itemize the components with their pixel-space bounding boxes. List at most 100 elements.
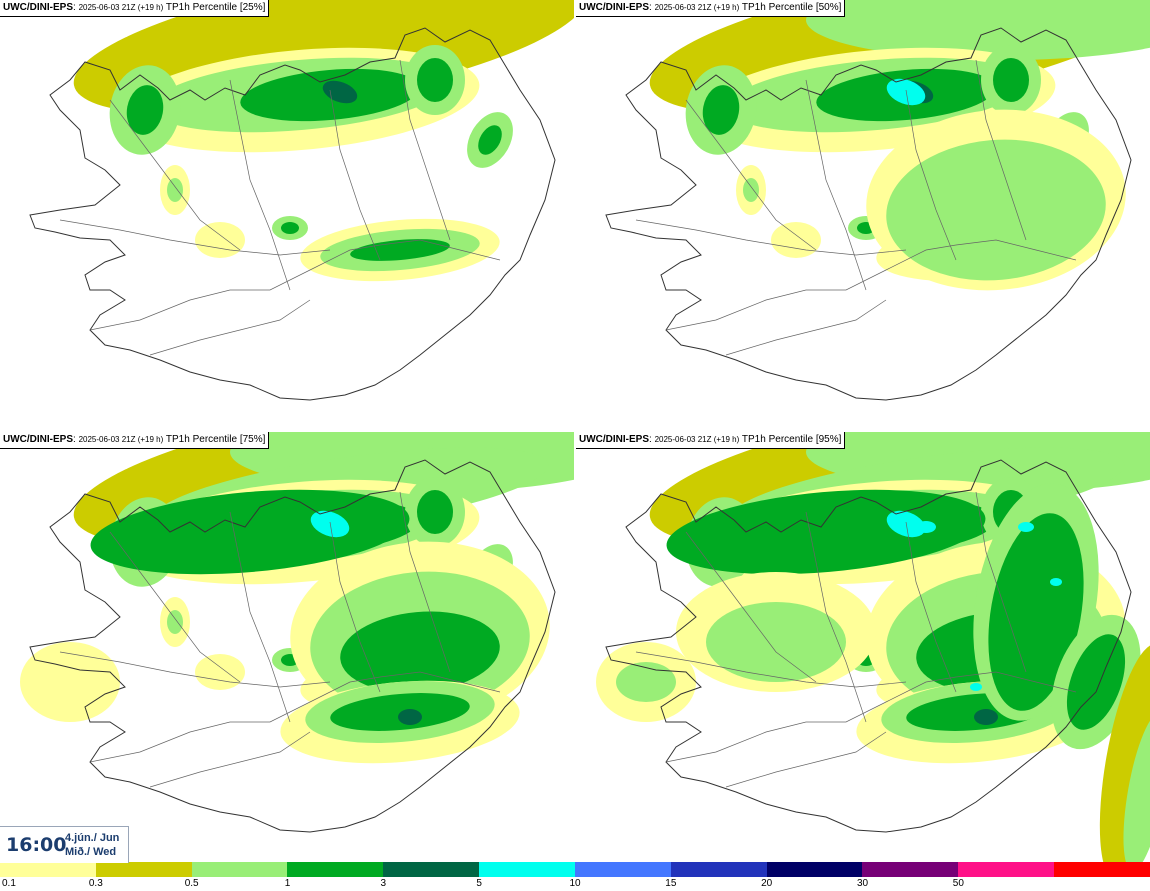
precip-area — [916, 521, 936, 533]
valid-time-box: 16:00 4.jún./ Jun Mið./ Wed — [0, 826, 129, 863]
colorbar-label: 15 — [665, 878, 677, 889]
precip-area — [195, 222, 245, 258]
map-panel-25: UWC/DINI-EPS: 2025-06-03 21Z (+19 h) TP1… — [0, 0, 574, 430]
road-line — [89, 671, 501, 763]
colorbar-label: 0.1 — [2, 878, 16, 889]
road-line — [805, 79, 867, 291]
colorbar-label: 20 — [761, 878, 773, 889]
road-line — [635, 219, 907, 256]
panel-title: UWC/DINI-EPS: 2025-06-03 21Z (+19 h) TP1… — [576, 0, 846, 17]
precip-area — [417, 58, 453, 102]
precip-area — [974, 709, 998, 725]
precip-area — [886, 139, 1106, 281]
road-line — [229, 511, 291, 723]
precip-area — [970, 683, 982, 691]
road-line — [805, 511, 867, 723]
precipitation-map — [29, 0, 574, 401]
precip-area — [281, 222, 299, 234]
road-line — [725, 299, 887, 356]
model-name: UWC/DINI-EPS — [579, 434, 649, 445]
colorbar-swatch — [958, 862, 1055, 877]
colorbar-legend: 0.1 0.3 0.5 1 3 5 10 15 20 30 50 — [0, 862, 1150, 891]
run-info: 2025-06-03 21Z (+19 h) — [654, 435, 740, 444]
road-line — [725, 731, 887, 788]
model-name: UWC/DINI-EPS — [579, 2, 649, 13]
precip-area — [478, 125, 502, 155]
precipitation-map — [20, 432, 574, 833]
precip-area — [167, 610, 183, 634]
colorbar-swatches — [0, 862, 1150, 877]
road-line — [399, 491, 451, 673]
precip-area — [1050, 578, 1062, 586]
precip-area — [167, 178, 183, 202]
colorbar-label: 5 — [476, 878, 482, 889]
precip-area — [806, 0, 1150, 60]
colorbar-swatch — [766, 862, 863, 877]
road-line — [109, 531, 241, 683]
colorbar-label: 3 — [380, 878, 387, 889]
run-info: 2025-06-03 21Z (+19 h) — [654, 3, 740, 12]
precip-area — [340, 611, 500, 693]
road-line — [109, 99, 241, 251]
precipitation-map — [605, 0, 1150, 401]
road-line — [149, 731, 311, 788]
precip-area — [616, 662, 676, 702]
colorbar-label: 10 — [569, 878, 581, 889]
road-line — [329, 521, 381, 693]
road-line — [905, 89, 957, 261]
road-line — [149, 299, 311, 356]
colorbar-swatch — [574, 862, 671, 877]
road-line — [975, 59, 1027, 241]
precip-area — [988, 513, 1084, 711]
colorbar-swatch — [0, 862, 96, 877]
field-name: TP1h Percentile [95%] — [741, 434, 842, 445]
panel-title: UWC/DINI-EPS: 2025-06-03 21Z (+19 h) TP1… — [0, 0, 270, 17]
precip-area — [1018, 522, 1034, 532]
precip-area — [1123, 713, 1150, 862]
colorbar-label: 0.3 — [88, 878, 103, 889]
valid-time: 16:00 — [6, 834, 67, 856]
coastline — [605, 459, 1132, 833]
precipitation-map — [596, 432, 1150, 862]
road-line — [89, 239, 501, 331]
model-name: UWC/DINI-EPS — [3, 434, 73, 445]
field-name: TP1h Percentile [25%] — [165, 2, 266, 13]
precip-area — [398, 709, 422, 725]
panel-title: UWC/DINI-EPS: 2025-06-03 21Z (+19 h) TP1… — [576, 432, 846, 449]
colorbar-swatch — [479, 862, 575, 877]
precip-area — [330, 693, 470, 731]
colorbar-label: 30 — [856, 878, 869, 889]
precip-area — [743, 178, 759, 202]
precip-area — [771, 222, 821, 258]
valid-day: Mið./ Wed — [65, 846, 117, 858]
road-line — [399, 59, 451, 241]
road-line — [665, 671, 1077, 763]
colorbar-swatch — [670, 862, 767, 877]
run-info: 2025-06-03 21Z (+19 h) — [78, 435, 164, 444]
valid-date: 4.jún./ Jun — [65, 832, 120, 844]
precip-area — [126, 85, 164, 135]
map-panel-95: UWC/DINI-EPS: 2025-06-03 21Z (+19 h) TP1… — [576, 432, 1150, 862]
model-name: UWC/DINI-EPS — [3, 2, 73, 13]
precip-area — [993, 58, 1029, 102]
road-line — [665, 239, 1077, 331]
precip-area — [195, 654, 245, 690]
road-line — [685, 531, 817, 683]
field-name: TP1h Percentile [75%] — [165, 434, 266, 445]
colorbar-swatch — [383, 862, 480, 877]
road-line — [975, 491, 1027, 673]
road-line — [329, 89, 381, 261]
precip-area — [706, 602, 846, 682]
road-line — [229, 79, 291, 291]
road-line — [635, 651, 907, 688]
coastline — [29, 459, 556, 833]
precip-area — [350, 239, 450, 261]
precip-area — [702, 85, 740, 135]
road-line — [905, 521, 957, 693]
colorbar-label: 0.5 — [184, 878, 199, 889]
coastline — [605, 27, 1132, 401]
field-name: TP1h Percentile [50%] — [741, 2, 842, 13]
colorbar-swatch — [862, 862, 959, 877]
map-panel-50: UWC/DINI-EPS: 2025-06-03 21Z (+19 h) TP1… — [576, 0, 1150, 430]
coastline — [29, 27, 556, 401]
